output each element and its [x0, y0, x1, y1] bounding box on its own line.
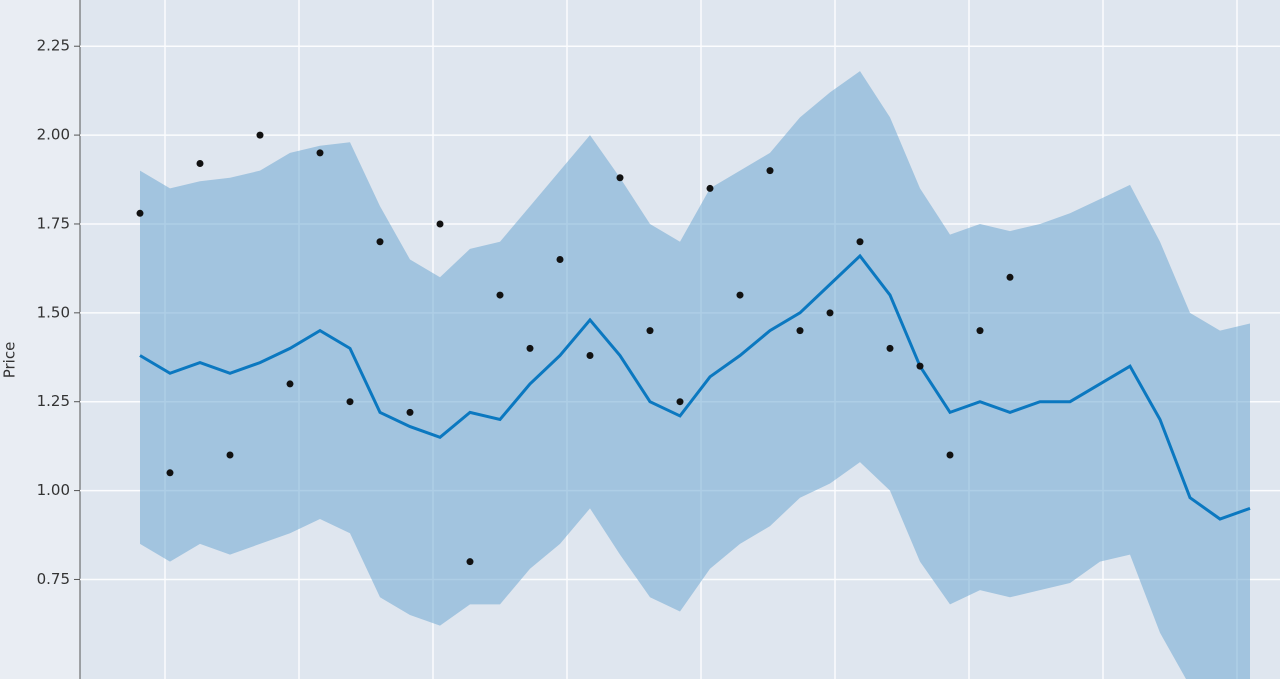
- observed-point: [676, 398, 684, 406]
- observed-point: [346, 398, 354, 406]
- observed-point: [766, 167, 774, 175]
- observed-point: [976, 327, 984, 335]
- observed-point: [856, 238, 864, 246]
- observed-point: [586, 351, 594, 359]
- observed-point: [1006, 273, 1014, 281]
- observed-point: [226, 451, 234, 459]
- observed-point: [826, 309, 834, 317]
- observed-point: [616, 174, 624, 182]
- y-tick-label: 1.25: [37, 392, 70, 410]
- observed-point: [376, 238, 384, 246]
- observed-point: [286, 380, 294, 388]
- plot-area: [80, 0, 1280, 679]
- y-axis-label: Price: [1, 342, 19, 379]
- observed-point: [436, 220, 444, 228]
- observed-point: [646, 327, 654, 335]
- uncertainty-band: [140, 71, 1250, 679]
- observed-point: [526, 344, 534, 352]
- observed-point: [946, 451, 954, 459]
- observed-point: [796, 327, 804, 335]
- y-tick-label: 1.50: [37, 303, 70, 321]
- observed-point: [406, 408, 414, 416]
- observed-point: [736, 291, 744, 299]
- y-tick-label: 1.00: [37, 481, 70, 499]
- observed-point: [136, 209, 144, 217]
- observed-point: [556, 256, 564, 264]
- observed-point: [916, 362, 924, 370]
- observed-point: [706, 184, 714, 192]
- y-tick-label: 2.00: [37, 126, 70, 144]
- y-tick-label: 2.25: [37, 37, 70, 55]
- y-tick-label: 0.75: [37, 570, 70, 588]
- observed-point: [196, 160, 204, 168]
- observed-point: [466, 558, 474, 566]
- forecast-line: [139, 253, 1251, 521]
- observed-point: [886, 344, 894, 352]
- y-tick-label: 1.75: [37, 214, 70, 232]
- observed-point: [166, 469, 174, 477]
- observed-point: [256, 131, 264, 139]
- observed-point: [316, 149, 324, 157]
- observed-point: [496, 291, 504, 299]
